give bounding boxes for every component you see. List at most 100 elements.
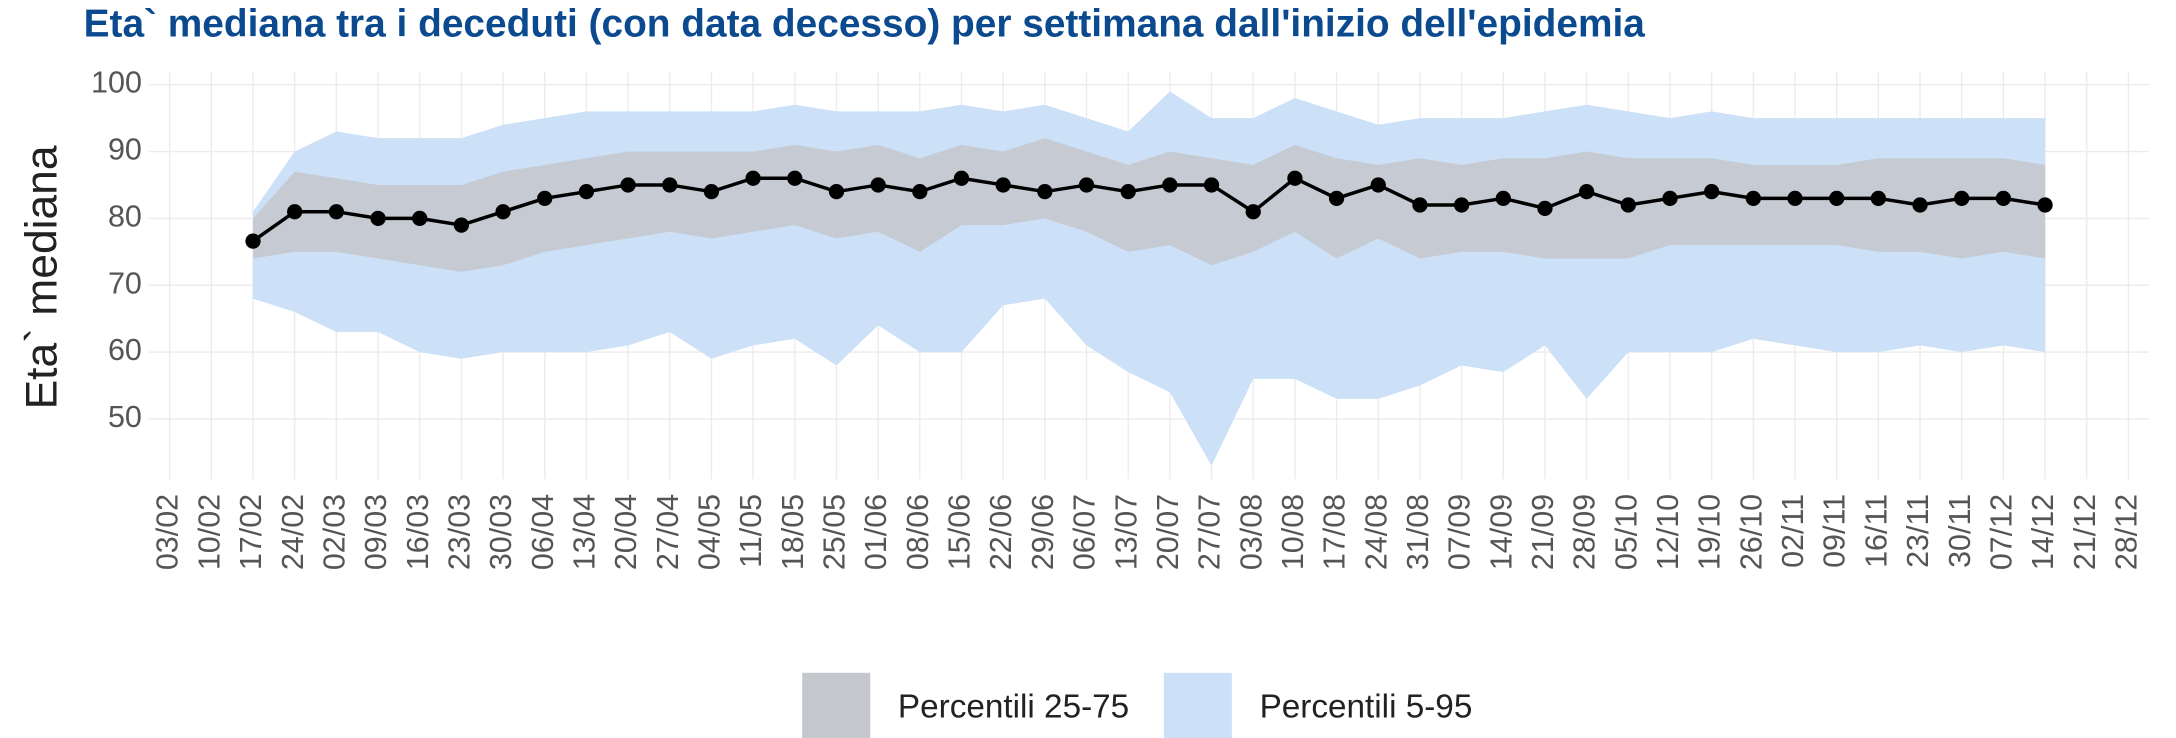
x-tick-label: 02/11 xyxy=(1776,494,1810,568)
median-point xyxy=(953,170,970,186)
x-tick-label: 20/07 xyxy=(1151,494,1185,570)
x-tick-label: 21/09 xyxy=(1526,494,1560,570)
x-tick-label: 11/05 xyxy=(734,494,768,568)
y-tick-label: 50 xyxy=(108,400,142,434)
x-tick-label: 21/12 xyxy=(2068,494,2102,570)
median-point xyxy=(1370,177,1386,193)
median-point xyxy=(1829,190,1845,206)
band-area xyxy=(253,138,2046,272)
y-tick-label: 100 xyxy=(91,66,142,100)
x-tick-label: 16/11 xyxy=(1859,494,1893,568)
median-point xyxy=(537,190,553,206)
median-point xyxy=(412,210,428,227)
median-point xyxy=(662,177,678,193)
median-point xyxy=(1162,177,1178,193)
median-point xyxy=(287,204,303,220)
median-point xyxy=(1328,190,1345,206)
median-point xyxy=(1037,184,1053,200)
median-point xyxy=(370,210,386,227)
x-tick-label: 13/04 xyxy=(567,494,601,570)
x-tick-label: 06/04 xyxy=(526,494,560,570)
median-point xyxy=(703,184,720,200)
x-tick-label: 04/05 xyxy=(693,494,727,570)
median-point xyxy=(1453,197,1470,213)
x-tick-label: 28/12 xyxy=(2109,494,2143,570)
x-tick-label: 28/09 xyxy=(1568,494,1602,570)
x-tick-label: 10/08 xyxy=(1276,494,1310,570)
x-tick-label: 19/10 xyxy=(1693,494,1727,570)
median-point xyxy=(620,177,636,193)
x-tick-label: 15/06 xyxy=(943,494,977,570)
median-point xyxy=(1912,197,1928,213)
band-area xyxy=(253,91,2046,466)
x-tick-label: 03/02 xyxy=(151,494,185,570)
median-point xyxy=(1704,184,1720,200)
median-point xyxy=(1412,197,1428,213)
x-tick-label: 14/09 xyxy=(1484,494,1518,570)
x-tick-label: 12/10 xyxy=(1651,494,1685,570)
y-axis-label: Eta` mediana xyxy=(18,145,67,409)
median-point xyxy=(1203,177,1220,193)
median-point xyxy=(1620,197,1636,213)
legend-label: Percentili 5-95 xyxy=(1260,689,1473,726)
median-point xyxy=(1995,190,2012,206)
y-tick-label: 80 xyxy=(108,199,142,233)
median-point xyxy=(1495,190,1511,206)
x-tick-label: 30/11 xyxy=(1943,494,1977,568)
chart-title: Eta` mediana tra i deceduti (con data de… xyxy=(84,3,1646,46)
x-tick-label: 27/04 xyxy=(651,494,685,570)
x-tick-label: 31/08 xyxy=(1401,494,1435,570)
x-tick-label: 30/03 xyxy=(484,494,518,570)
x-tick-label: 20/04 xyxy=(609,494,643,570)
x-tick-label: 25/05 xyxy=(818,494,852,570)
x-tick-label: 17/08 xyxy=(1318,494,1352,570)
x-tick-label: 24/08 xyxy=(1359,494,1393,570)
x-tick-label: 17/02 xyxy=(234,494,268,570)
x-tick-label: 18/05 xyxy=(776,494,810,570)
x-tick-label: 23/11 xyxy=(1901,494,1935,568)
x-tick-label: 09/11 xyxy=(1818,494,1852,568)
x-tick-label: 05/10 xyxy=(1609,494,1643,570)
x-tick-label: 22/06 xyxy=(984,494,1018,570)
median-point xyxy=(1787,190,1803,206)
median-point xyxy=(912,184,928,200)
y-tick-label: 60 xyxy=(108,333,142,367)
x-tick-label: 02/03 xyxy=(317,494,351,570)
x-tick-label: 07/12 xyxy=(1984,494,2018,570)
x-tick-label: 01/06 xyxy=(859,494,893,570)
median-point xyxy=(870,177,886,193)
legend-label: Percentili 25-75 xyxy=(898,689,1129,726)
median-point xyxy=(1870,190,1886,206)
x-tick-label: 27/07 xyxy=(1193,494,1227,570)
median-point xyxy=(1245,204,1261,220)
x-tick-label: 24/02 xyxy=(276,494,310,570)
median-point xyxy=(1078,177,1095,193)
median-point xyxy=(1662,190,1678,206)
median-point xyxy=(1120,184,1136,200)
median-point xyxy=(578,184,595,200)
x-tick-label: 06/07 xyxy=(1068,494,1102,570)
median-point xyxy=(245,233,261,249)
median-point xyxy=(495,204,511,220)
median-point xyxy=(828,184,845,200)
legend-swatch xyxy=(1163,672,1232,738)
median-point xyxy=(995,177,1011,193)
x-tick-label: 29/06 xyxy=(1026,494,1060,570)
median-point xyxy=(1537,200,1553,216)
median-point xyxy=(1745,190,1761,206)
median-point xyxy=(1579,184,1595,200)
x-tick-label: 09/03 xyxy=(359,494,393,570)
x-tick-label: 08/06 xyxy=(901,494,935,570)
x-tick-label: 26/10 xyxy=(1734,494,1768,570)
median-point xyxy=(328,204,344,220)
y-tick-label: 70 xyxy=(108,266,142,300)
x-tick-label: 10/02 xyxy=(192,494,226,570)
y-tick-label: 90 xyxy=(108,133,142,167)
x-tick-label: 16/03 xyxy=(401,494,435,570)
median-point xyxy=(787,170,803,186)
x-tick-label: 07/09 xyxy=(1443,494,1477,570)
median-point xyxy=(1287,170,1303,186)
x-tick-label: 14/12 xyxy=(2026,494,2060,570)
median-point xyxy=(1954,190,1970,206)
